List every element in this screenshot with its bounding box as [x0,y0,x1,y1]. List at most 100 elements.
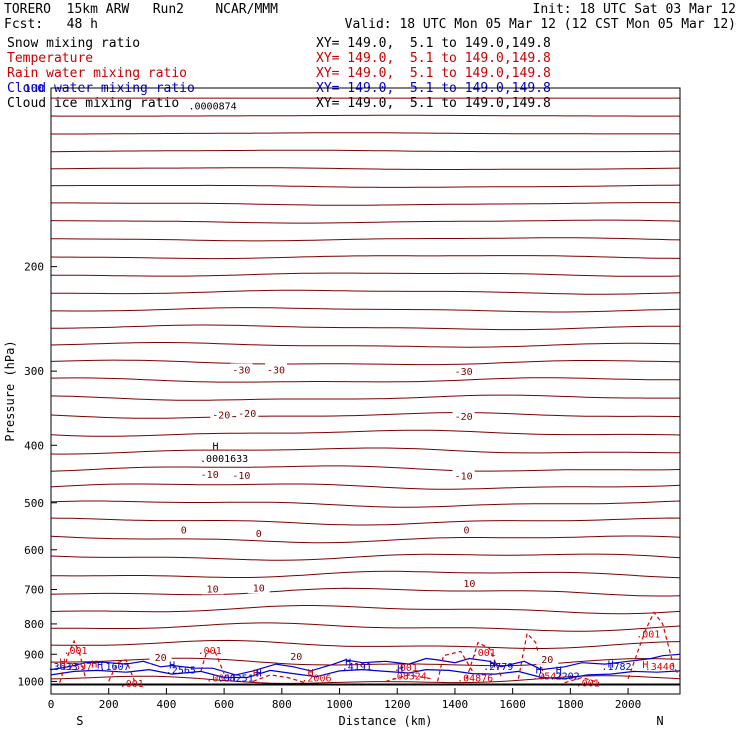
isotherm-line [50,412,681,419]
isotherm-line [50,535,681,544]
isotherm-line [50,114,680,117]
isotherm-line [50,149,681,153]
isotherm-line [50,429,681,437]
legend-coordinates: XY= 149.0, 5.1 to 149.0,149.8 [316,51,551,66]
y-tick-label: 600 [24,544,44,557]
rain-water-contour [437,650,473,682]
isotherm-line [50,500,681,508]
isotherm-label: 0 [181,526,187,537]
isotherm-label: 0 [256,529,262,540]
y-tick-label: 300 [24,365,44,378]
isotherm-label-bg [230,363,253,376]
rain-water-contour [564,676,600,684]
isotherm-label: 20 [155,653,167,664]
cloud-maximum-label: .1607 [99,662,129,673]
x-tick-label: 2000 [615,698,642,711]
isotherm-label-bg [172,523,195,536]
x-tick-label: 1400 [442,698,469,711]
isotherm-label-bg [198,467,221,480]
isotherm-label-bg [210,408,233,421]
isotherm-line [51,307,681,313]
isotherm-label-bg [201,582,224,595]
isotherm-line [50,675,681,684]
y-tick-label: 500 [24,497,44,510]
y-tick-label: 1000 [18,675,45,688]
cloud-maximum-label: .2202 [550,671,580,682]
isotherm-label: -20 [238,409,256,420]
forecast-hour: Fcst: 48 h [4,17,98,32]
cloud-maximum-label: .08251 [218,673,254,684]
south-label: S [76,714,83,728]
isotherm-label: -30 [232,365,250,376]
cloud-maximum-label: .1782 [601,662,631,673]
isotherm-line [50,465,681,472]
isotherm-label-bg [230,469,253,482]
rain-water-contour [465,641,502,679]
rain-water-contour [385,674,432,682]
y-tick-label-top: 100 [24,82,44,95]
legend-coordinates: XY= 149.0, 5.1 to 149.0,149.8 [316,96,551,111]
rain-maximum-label: .001 [63,646,87,657]
isotherm-line [50,219,681,224]
isotherm-label: 10 [463,579,475,590]
cloud-maximum-label: H [608,660,614,671]
valid-time: Valid: 18 UTC Mon 05 Mar 12 (12 CST Mon … [344,17,736,32]
isotherm-label: 10 [253,583,265,594]
cloud-water-contour [50,668,681,680]
isotherm-line [51,289,681,295]
isotherm-label: -20 [455,412,473,423]
isotherm-label-bg [265,363,288,376]
cloud-maximum-label: .4191 [342,662,372,673]
cloud-water-contour [50,653,681,676]
isotherm-line [51,132,680,135]
ice-maximum-label: .0000874 [188,101,236,112]
y-tick-label: 900 [24,648,44,661]
rain-water-contour [59,639,87,683]
rain-maximum-label: .001 [472,648,496,659]
isotherm-line [50,237,681,242]
isotherm-line [50,639,681,649]
isotherm-line [51,324,680,331]
isotherm-label-bg [149,651,172,664]
rain-maximum-label: .08324 [391,671,427,682]
isotherm-label-bg [455,523,478,536]
isotherm-label: -10 [201,470,219,481]
init-time: Init: 18 UTC Sat 03 Mar 12 [532,2,737,17]
isotherm-line [50,587,681,597]
isotherm-label-bg [452,469,475,482]
rain-maximum-label: .001 [576,678,600,689]
isotherm-line [50,622,681,632]
rain-water-contour [627,611,681,680]
cloud-maximum-label: H [169,661,175,672]
isotherm-line [50,553,681,561]
rain-maximum-label: .001 [636,630,660,641]
rain-maximum-label: H [642,660,648,671]
x-axis-title: Distance (km) [339,714,433,728]
legend-label: Cloud ice mixing ratio [7,96,180,111]
y-tick-label: 200 [24,261,44,274]
rain-maximum-label: .001 [394,663,418,674]
y-tick-label: 700 [24,584,44,597]
rain-maximum-label: .2597 [62,662,92,673]
cloud-maximum-label: .3633 [47,662,77,673]
isotherm-line [50,359,681,366]
isotherm-line [50,447,681,455]
rain-maximum-label: H [60,657,66,668]
y-axis-title: Pressure (hPa) [3,340,17,441]
legend-label: Snow mixing ratio [7,36,141,51]
rain-water-contour [252,674,306,684]
x-tick-label: 400 [156,698,176,711]
y-tick-label: 400 [24,439,44,452]
isotherm-line [50,377,680,383]
isotherm-label-bg [452,365,475,378]
rain-maximum-label: H [253,669,259,680]
legend-coordinates: XY= 149.0, 5.1 to 149.0,149.8 [316,66,551,81]
isotherm-line [51,202,681,206]
x-tick-label: 200 [99,698,119,711]
isotherm-label: -30 [455,367,473,378]
rain-maximum-label: .001 [120,679,144,690]
rain-water-contour [200,650,225,674]
x-tick-label: 600 [214,698,234,711]
